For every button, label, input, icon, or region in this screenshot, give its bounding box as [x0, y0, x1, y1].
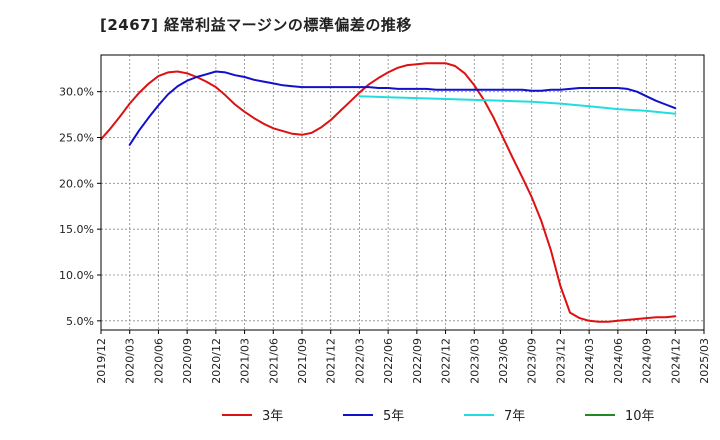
plot-border [100, 54, 705, 331]
x-tick-label: 2021/06 [267, 338, 280, 384]
x-tick-label: 2024/06 [612, 338, 625, 384]
chart-title: [2467] 経常利益マージンの標準偏差の推移 [100, 16, 412, 34]
grid-layer [100, 55, 705, 330]
x-tick-label: 2020/06 [152, 338, 165, 384]
x-tick-label: 2022/09 [411, 338, 424, 384]
series-line-1 [128, 70, 677, 146]
legend-label-0: 3年 [262, 409, 283, 424]
series-layer [100, 62, 677, 323]
y-tick-layer: 5.0% 10.0% 15.0% 20.0% 25.0% 30.0% [59, 86, 101, 328]
x-tick-label: 2021/09 [296, 338, 309, 384]
y-tick-label: 15.0% [59, 223, 94, 236]
y-tick-label: 25.0% [59, 132, 94, 145]
x-tick-label: 2021/03 [239, 338, 252, 384]
x-tick-label: 2019/12 [95, 338, 108, 384]
x-tick-label: 2022/03 [353, 338, 366, 384]
x-tick-label: 2022/06 [382, 338, 395, 384]
x-tick-label: 2025/03 [698, 338, 711, 384]
legend-label-1: 5年 [383, 409, 404, 424]
y-tick-label: 10.0% [59, 269, 94, 282]
x-tick-label: 2021/12 [325, 338, 338, 384]
x-tick-label: 2024/03 [583, 338, 596, 384]
y-tick-label: 20.0% [59, 177, 94, 190]
series-line-2 [358, 95, 677, 115]
x-tick-label: 2020/12 [210, 338, 223, 384]
y-tick-label: 30.0% [59, 86, 94, 99]
x-tick-label: 2022/12 [440, 338, 453, 384]
legend-label-3: 10年 [625, 409, 655, 424]
x-tick-label: 2023/12 [554, 338, 567, 384]
plot-background [101, 55, 704, 330]
x-tick-label: 2023/06 [497, 338, 510, 384]
x-tick-label: 2023/09 [526, 338, 539, 384]
legend-label-2: 7年 [504, 409, 525, 424]
x-tick-label: 2024/12 [669, 338, 682, 384]
legend: 3年 5年 7年 10年 [222, 409, 655, 424]
x-tick-layer: 2019/12 2020/03 2020/06 2020/09 2020/12 2021/… [95, 330, 711, 384]
x-tick-label: 2024/09 [641, 338, 654, 384]
x-tick-label: 2020/09 [181, 338, 194, 384]
x-tick-label: 2020/03 [124, 338, 137, 384]
x-tick-label: 2023/03 [468, 338, 481, 384]
y-tick-label: 5.0% [66, 315, 94, 328]
